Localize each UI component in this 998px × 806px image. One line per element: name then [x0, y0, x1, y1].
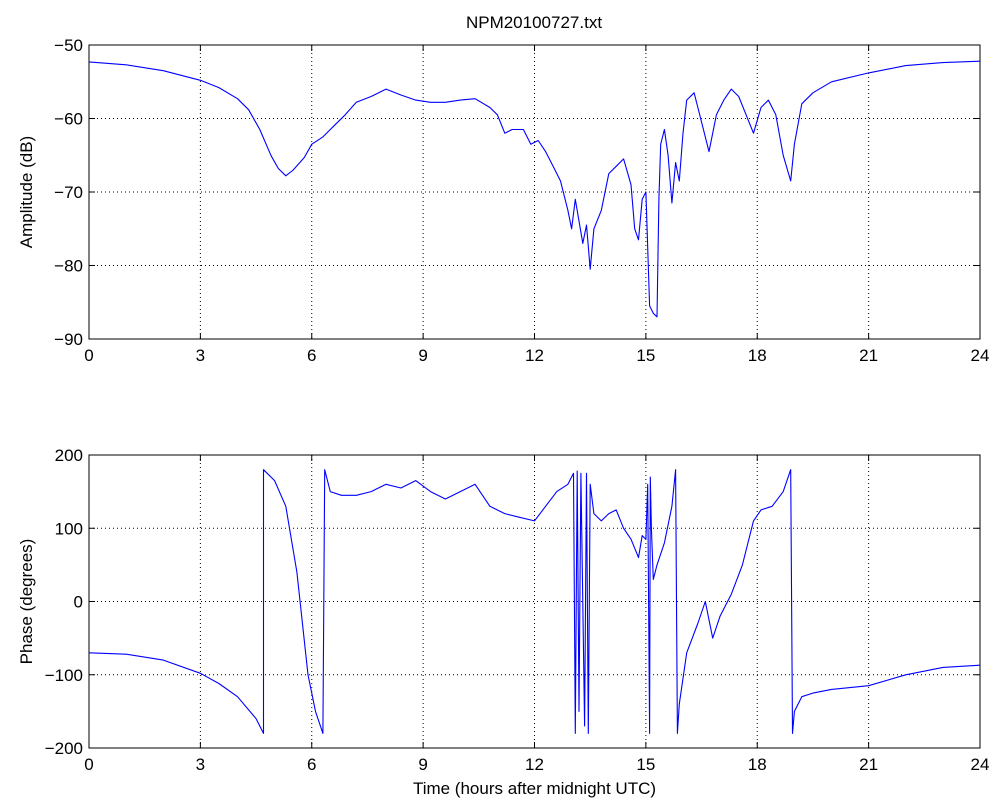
phase-tick-labels: 0 3 6 9 12 15 18 21 24 −200 −100 0 100 200 — [45, 446, 990, 774]
phase-y-axis-label: Phase (degrees) — [17, 539, 36, 665]
amplitude-tick-labels: 0 3 6 9 12 15 18 21 24 −90 −80 −70 −60 −50 — [54, 36, 989, 365]
x-tick-label: 6 — [307, 755, 316, 774]
y-tick-label: −70 — [54, 183, 83, 202]
y-tick-label: −50 — [54, 36, 83, 55]
y-tick-label: 0 — [74, 593, 83, 612]
y-tick-label: −100 — [45, 666, 83, 685]
x-tick-label: 0 — [84, 755, 93, 774]
x-tick-label: 3 — [196, 755, 205, 774]
amplitude-ticks — [88, 44, 981, 340]
phase-ticks — [88, 454, 981, 749]
amplitude-grid — [89, 45, 980, 339]
y-tick-label: −80 — [54, 257, 83, 276]
amplitude-y-axis-label: Amplitude (dB) — [17, 136, 36, 248]
x-tick-label: 15 — [636, 346, 655, 365]
phase-axes-box — [88, 454, 981, 749]
phase-x-axis-label: Time (hours after midnight UTC) — [413, 779, 656, 798]
chart-title: NPM20100727.txt — [466, 13, 602, 32]
amplitude-series-line — [88, 60, 981, 318]
y-tick-label: −200 — [45, 739, 83, 758]
x-tick-label: 24 — [971, 755, 990, 774]
x-tick-label: 15 — [636, 755, 655, 774]
x-tick-label: 18 — [748, 755, 767, 774]
phase-series-line — [88, 469, 981, 734]
x-tick-label: 24 — [971, 346, 990, 365]
x-tick-label: 6 — [307, 346, 316, 365]
phase-grid — [89, 455, 980, 748]
y-tick-label: 100 — [55, 519, 83, 538]
x-tick-label: 0 — [84, 346, 93, 365]
x-tick-label: 9 — [418, 755, 427, 774]
y-tick-label: 200 — [55, 446, 83, 465]
x-tick-label: 12 — [525, 346, 544, 365]
phase-chart: 0 3 6 9 12 15 18 21 24 −200 −100 0 100 200 Phase (deg… — [17, 446, 989, 798]
x-tick-label: 21 — [859, 755, 878, 774]
x-tick-label: 3 — [196, 346, 205, 365]
x-tick-label: 12 — [525, 755, 544, 774]
y-tick-label: −60 — [54, 110, 83, 129]
x-tick-label: 21 — [859, 346, 878, 365]
amplitude-chart: 0 3 6 9 12 15 18 21 24 −90 −80 −70 −60 −50 Amplitude … — [17, 36, 989, 365]
y-tick-label: −90 — [54, 330, 83, 349]
x-tick-label: 9 — [418, 346, 427, 365]
x-tick-label: 18 — [748, 346, 767, 365]
